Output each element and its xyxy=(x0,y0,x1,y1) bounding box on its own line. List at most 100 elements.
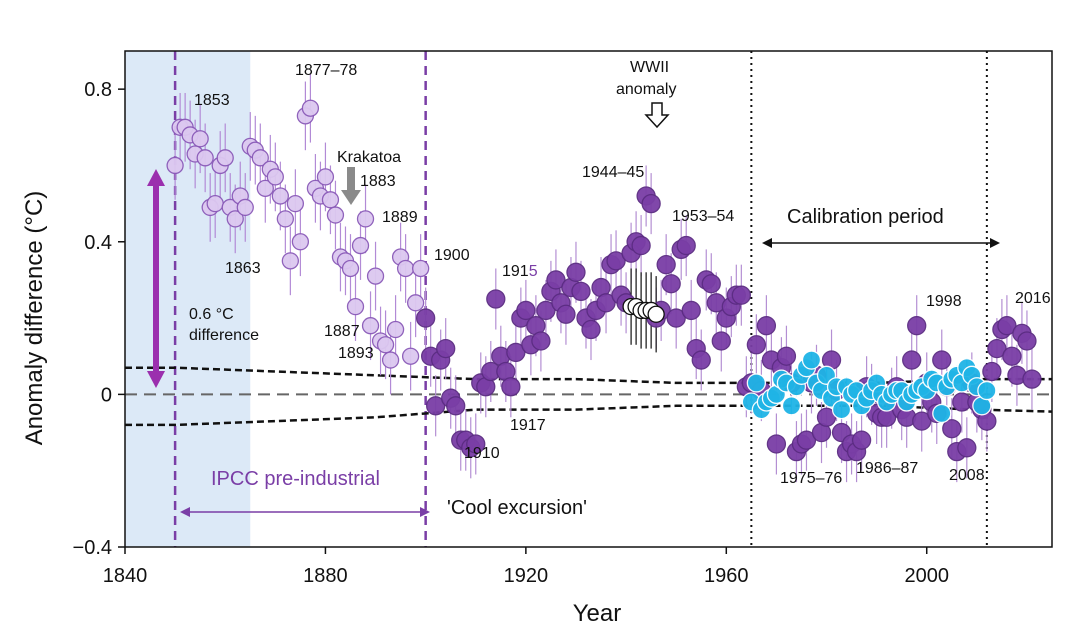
data-point xyxy=(932,350,952,370)
data-point xyxy=(546,270,566,290)
label-1915-prefix: 191 xyxy=(502,263,529,280)
data-point xyxy=(506,342,526,363)
label-1998: 1998 xyxy=(926,293,962,310)
data-point xyxy=(631,235,651,256)
data-point xyxy=(386,320,405,339)
y-tick-label: 0 xyxy=(101,384,112,406)
data-point xyxy=(801,350,822,370)
label-2008: 2008 xyxy=(949,467,985,484)
data-point xyxy=(647,305,665,323)
data-point xyxy=(731,285,751,305)
label-1863: 1863 xyxy=(225,260,261,277)
data-point xyxy=(341,259,360,278)
data-point xyxy=(516,300,536,321)
label-1975-76: 1975–76 xyxy=(780,470,842,487)
data-point xyxy=(326,206,345,224)
calibration-range-arrow xyxy=(762,238,1000,248)
krakatoa-arrow-icon xyxy=(341,167,361,205)
data-point xyxy=(356,210,375,228)
data-point xyxy=(351,236,370,255)
data-point xyxy=(406,294,425,312)
label-wwii-anomaly: anomaly xyxy=(616,81,676,98)
data-point xyxy=(286,194,305,213)
y-tick-label: 0.4 xyxy=(84,232,112,254)
data-points xyxy=(166,99,1042,462)
label-1986-87: 1986–87 xyxy=(856,460,918,477)
data-point xyxy=(251,149,269,167)
y-tick-label: 0.8 xyxy=(84,79,112,101)
data-point xyxy=(346,297,365,316)
data-point xyxy=(321,191,340,209)
data-point xyxy=(531,331,551,351)
x-tick-label: 1960 xyxy=(704,565,749,587)
data-point xyxy=(977,380,997,401)
data-point xyxy=(206,194,224,213)
data-point xyxy=(641,193,661,214)
data-point xyxy=(701,274,721,294)
data-point xyxy=(266,168,284,186)
data-point xyxy=(556,304,576,324)
label-diff-value: 0.6 °C xyxy=(189,306,234,323)
data-point xyxy=(411,259,430,278)
data-point xyxy=(381,351,400,369)
data-point xyxy=(501,377,521,397)
data-point xyxy=(681,300,701,321)
ipcc-range-arrow xyxy=(180,507,430,517)
data-point xyxy=(276,210,294,228)
data-point xyxy=(756,316,777,336)
x-tick-label: 1920 xyxy=(504,565,549,587)
label-1900: 1900 xyxy=(434,247,470,264)
data-point xyxy=(446,396,466,416)
label-1877-78: 1877–78 xyxy=(295,62,357,79)
data-point xyxy=(831,399,852,420)
data-point xyxy=(571,281,591,302)
label-cool-excursion: 'Cool excursion' xyxy=(447,497,587,519)
data-point xyxy=(191,130,209,148)
data-point xyxy=(596,293,616,313)
data-point xyxy=(661,274,681,294)
data-point xyxy=(907,316,927,336)
x-tick-label: 1840 xyxy=(103,565,148,587)
difference-arrow xyxy=(147,169,165,388)
label-1915: 1915 xyxy=(502,263,538,280)
data-point xyxy=(776,346,797,366)
data-point xyxy=(536,300,556,321)
data-point xyxy=(1002,346,1022,366)
data-point xyxy=(281,252,300,270)
data-point xyxy=(606,251,626,271)
label-1944-45: 1944–45 xyxy=(582,164,644,181)
data-point xyxy=(676,235,696,256)
data-point xyxy=(361,317,380,335)
data-point xyxy=(997,316,1017,336)
data-point xyxy=(566,262,586,282)
data-point xyxy=(486,289,506,309)
label-1915-suffix: 5 xyxy=(529,263,538,280)
y-axis-label: Anomaly difference (°C) xyxy=(21,191,48,446)
data-point xyxy=(366,267,385,285)
wwii-arrow-icon xyxy=(644,102,670,129)
data-point xyxy=(781,396,802,416)
data-point xyxy=(816,407,837,427)
data-point xyxy=(987,338,1007,359)
label-krakatoa: Krakatoa xyxy=(337,149,401,166)
x-axis-label: Year xyxy=(573,600,622,626)
label-wwii: WWII xyxy=(630,59,669,76)
data-point xyxy=(466,434,486,454)
label-1910: 1910 xyxy=(464,445,500,462)
label-calibration-period: Calibration period xyxy=(787,206,944,228)
data-point xyxy=(291,233,310,251)
label-1853: 1853 xyxy=(194,92,230,109)
data-point xyxy=(166,156,184,175)
data-point xyxy=(581,319,601,340)
data-point xyxy=(942,419,962,439)
data-point xyxy=(415,308,436,328)
data-point xyxy=(666,308,686,328)
data-point xyxy=(426,396,446,416)
label-1953-54: 1953–54 xyxy=(672,208,734,225)
data-point xyxy=(396,259,415,278)
data-point xyxy=(316,168,335,186)
label-1893: 1893 xyxy=(338,345,374,362)
data-point xyxy=(256,179,274,198)
data-point xyxy=(691,350,711,370)
